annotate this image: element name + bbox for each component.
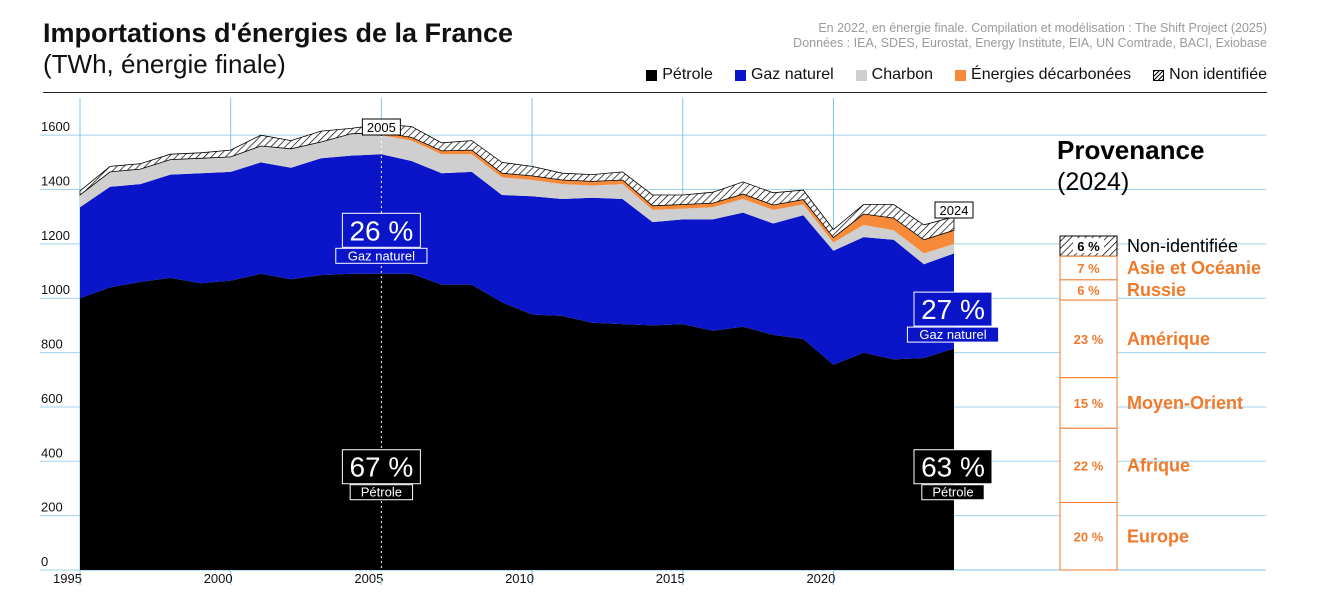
annotation-value-box — [913, 449, 993, 485]
annotation-label-box — [921, 484, 985, 501]
year-marker-label: 2005 — [367, 120, 396, 135]
legend-label: Charbon — [871, 66, 934, 83]
year-marker-box — [361, 118, 401, 136]
legend-item-petrole: Pétrole — [646, 66, 713, 84]
provenance-label: Non-identifiée — [1127, 236, 1238, 256]
provenance-percent: 20 % — [1074, 529, 1104, 544]
y-tick-label: 1200 — [41, 228, 70, 243]
annotation-label-box — [906, 326, 1000, 343]
y-tick-label: 400 — [41, 445, 63, 460]
provenance-label: Afrique — [1127, 455, 1190, 475]
y-tick-label: 1400 — [41, 174, 70, 189]
legend-swatch-non-identifiee — [1153, 69, 1165, 81]
provenance-percent: 6 % — [1077, 283, 1100, 298]
legend: Pétrole Gaz naturel Charbon Énergies déc… — [646, 66, 1267, 84]
legend-label: Pétrole — [662, 66, 713, 83]
provenance-percent: 7 % — [1077, 261, 1100, 276]
provenance-percent: 23 % — [1074, 332, 1104, 347]
y-tick-label: 1000 — [41, 282, 70, 297]
y-tick-label: 200 — [41, 500, 63, 515]
annotation-value-box — [341, 212, 421, 248]
y-tick-label: 600 — [41, 391, 63, 406]
y-tick-label: 0 — [41, 554, 48, 569]
provenance-subtitle: (2024) — [1057, 168, 1129, 196]
legend-swatch-petrole — [646, 69, 658, 81]
legend-swatch-charbon — [855, 69, 867, 81]
legend-label: Gaz naturel — [750, 66, 834, 83]
provenance-label: Asie et Océanie — [1127, 258, 1261, 278]
legend-label: Énergies décarbonées — [971, 66, 1132, 83]
provenance-label: Europe — [1127, 526, 1189, 546]
provenance-segment — [1059, 427, 1118, 504]
x-tick-label: 2015 — [656, 571, 685, 586]
year-marker-box — [934, 201, 974, 219]
provenance-label: Russie — [1127, 280, 1186, 300]
x-tick-label: 1995 — [53, 571, 82, 586]
annotation-value: 26 % — [349, 215, 413, 246]
x-tick-label: 2010 — [505, 571, 534, 586]
legend-swatch-gaz — [734, 69, 746, 81]
legend-item-charbon: Charbon — [855, 66, 934, 84]
annotation-value: 27 % — [921, 294, 985, 325]
legend-item-decarbonees: Énergies décarbonées — [955, 66, 1131, 84]
x-tick-label: 2020 — [806, 571, 835, 586]
chart-subtitle: (TWh, énergie finale) — [43, 49, 286, 79]
legend-label: Non identifiée — [1169, 66, 1267, 83]
annotation-label: Gaz naturel — [919, 327, 986, 342]
y-tick-label: 800 — [41, 337, 63, 352]
annotation-label-box — [335, 247, 428, 264]
annotation-value: 63 % — [921, 452, 985, 483]
annotation-label: Pétrole — [932, 485, 973, 500]
legend-item-non-identifiee: Non identifiée — [1153, 66, 1267, 84]
y-tick-label: 1600 — [41, 119, 70, 134]
source-note: En 2022, en énergie finale. Compilation … — [793, 21, 1267, 51]
source-line-2: Données : IEA, SDES, Eurostat, Energy In… — [793, 36, 1267, 50]
annotation-value: 67 % — [349, 452, 413, 483]
legend-divider — [43, 92, 1267, 93]
x-tick-label: 2005 — [354, 571, 383, 586]
provenance-title: Provenance — [1057, 135, 1204, 165]
provenance-label: Moyen-Orient — [1127, 393, 1243, 413]
provenance-percent-bg — [1073, 238, 1104, 254]
provenance-segment — [1059, 299, 1118, 379]
provenance-percent: 22 % — [1074, 458, 1104, 473]
annotation-label-box — [349, 484, 414, 501]
source-line-1: En 2022, en énergie finale. Compilation … — [818, 21, 1267, 35]
year-marker-label: 2024 — [940, 203, 969, 218]
annotation-label: Gaz naturel — [348, 248, 415, 263]
provenance-segment — [1059, 377, 1118, 429]
provenance-segment — [1059, 502, 1118, 571]
provenance-percent: 6 % — [1077, 239, 1100, 254]
provenance-label: Amérique — [1127, 329, 1210, 349]
annotation-value-box — [913, 291, 993, 327]
area-series-gaz-naturel — [80, 154, 954, 365]
annotation-value-box — [341, 449, 421, 485]
legend-swatch-decarbonees — [955, 69, 967, 81]
chart-title: Importations d'énergies de la France — [43, 18, 514, 48]
provenance-percent: 15 % — [1074, 396, 1104, 411]
area-series-petrole — [80, 273, 954, 570]
x-tick-label: 2000 — [204, 571, 233, 586]
legend-item-gaz: Gaz naturel — [734, 66, 834, 84]
annotation-label: Pétrole — [361, 485, 402, 500]
